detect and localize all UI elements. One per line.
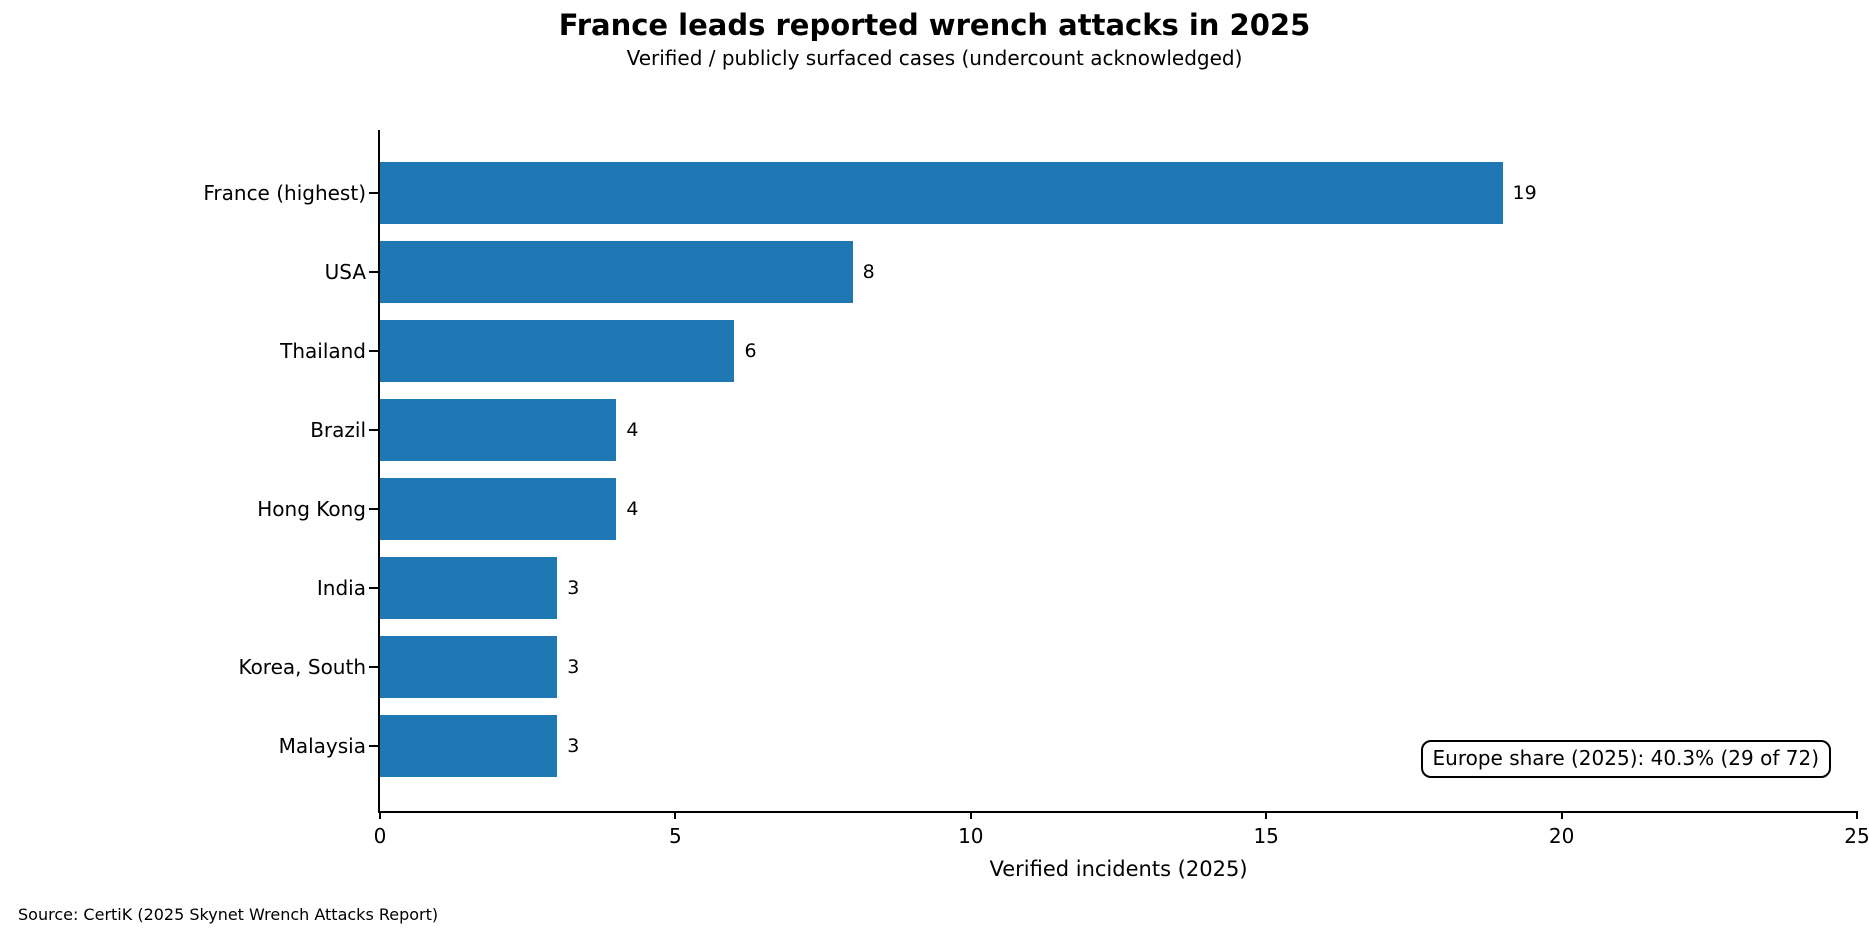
bar [380,715,558,777]
bar-value-label: 3 [567,576,580,599]
x-tick-label: 0 [373,824,387,848]
x-tick-mark [1560,811,1563,819]
x-tick-label: 25 [1844,824,1869,848]
y-tick-mark [369,429,378,431]
bar [380,399,617,461]
source-note: Source: CertiK (2025 Skynet Wrench Attac… [18,905,439,924]
y-tick-mark [369,587,378,589]
bar-row: Malaysia 3 [279,715,1857,777]
y-axis-category-label: USA [324,260,366,284]
y-tick-mark [369,271,378,273]
bar [380,557,558,619]
x-tick-mark [379,811,381,819]
plot-area: France (highest) 19 USA 8 Thailand 6 Brazil 4 Ho… [203,130,1869,881]
bar-value-label: 4 [626,497,639,520]
y-tick-mark [369,508,378,510]
bar-row: Thailand 6 [280,320,1857,382]
x-tick-label: 20 [1548,824,1575,848]
y-axis-category-label: Brazil [310,418,366,442]
x-tick-mark [1856,811,1858,819]
bar-value-label: 6 [744,339,757,362]
bar-value-label: 3 [567,734,580,757]
bar-value-label: 8 [862,260,875,283]
bar [380,636,558,698]
bar-row: France (highest) 19 [203,162,1857,224]
bar [380,478,617,540]
bar-row: Brazil 4 [310,399,1857,461]
y-axis-category-label: Hong Kong [257,497,366,521]
bar-row: India 3 [317,557,1857,619]
bar-value-label: 4 [626,418,639,441]
bar-row: Korea, South 3 [238,636,1857,698]
x-axis-label: Verified incidents (2025) [989,857,1248,881]
y-axis-category-label: Thailand [280,339,366,363]
y-tick-mark [369,350,378,352]
y-axis-category-label: France (highest) [203,181,366,205]
bar-row: USA 8 [325,241,1857,303]
y-tick-mark [369,666,378,668]
x-tick-label: 15 [1253,824,1279,848]
bar [380,162,1503,224]
bar-value-label: 19 [1512,181,1537,204]
x-tick-label: 5 [669,824,682,848]
y-axis-category-label: Korea, South [238,655,366,679]
annotation-box: Europe share (2025): 40.3% (29 of 72) [1420,740,1831,778]
bar [380,241,853,303]
y-axis-category-label: India [316,576,366,600]
x-tick-mark [1265,811,1268,819]
x-tick-mark [969,811,972,819]
y-tick-mark [369,192,378,194]
chart-subtitle: Verified / publicly surfaced cases (unde… [626,46,1243,70]
x-tick-mark [674,811,677,819]
y-axis-category-label: Malaysia [278,734,366,758]
bar [380,320,735,382]
bar-rows: France (highest) 19 USA 8 Thailand 6 Brazil 4 Ho… [203,130,1857,811]
bar-row: Hong Kong 4 [257,478,1857,540]
bar-value-label: 3 [567,655,580,678]
y-tick-mark [369,745,378,747]
x-tick-label: 10 [958,824,984,848]
chart-title: France leads reported wrench attacks in … [558,8,1311,42]
